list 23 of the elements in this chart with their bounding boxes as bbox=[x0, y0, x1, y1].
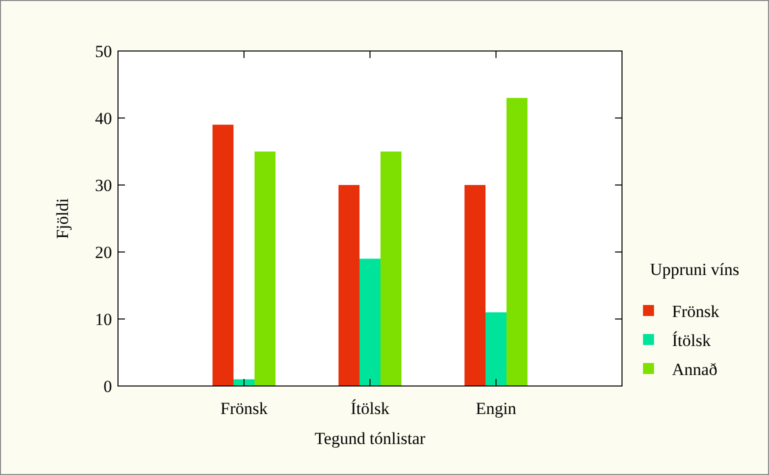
bar bbox=[380, 152, 402, 386]
bar bbox=[338, 185, 360, 386]
y-tick-label: 10 bbox=[95, 310, 112, 329]
x-axis-title: Tegund tónlistar bbox=[314, 429, 426, 448]
legend-label: Frönsk bbox=[672, 302, 720, 321]
y-tick-label: 0 bbox=[104, 376, 112, 396]
x-tick-label: Engin bbox=[476, 399, 517, 418]
bar bbox=[506, 98, 528, 386]
x-tick-label: Frönsk bbox=[220, 399, 268, 418]
bar bbox=[212, 124, 234, 386]
legend-title: Uppruni víns bbox=[650, 260, 740, 279]
y-tick-label: 50 bbox=[95, 42, 112, 61]
y-axis-title: Fjöldi bbox=[53, 198, 72, 239]
y-tick-label: 20 bbox=[95, 242, 112, 262]
bar bbox=[464, 185, 486, 386]
y-tick-label: 40 bbox=[95, 108, 112, 128]
legend-label: Ítölsk bbox=[672, 330, 712, 350]
bar bbox=[254, 152, 276, 386]
legend-label: Annað bbox=[672, 360, 718, 379]
bar bbox=[360, 258, 380, 386]
y-tick-label: 30 bbox=[95, 176, 112, 195]
x-tick-label: Ítölsk bbox=[350, 399, 390, 418]
bar bbox=[486, 312, 506, 386]
